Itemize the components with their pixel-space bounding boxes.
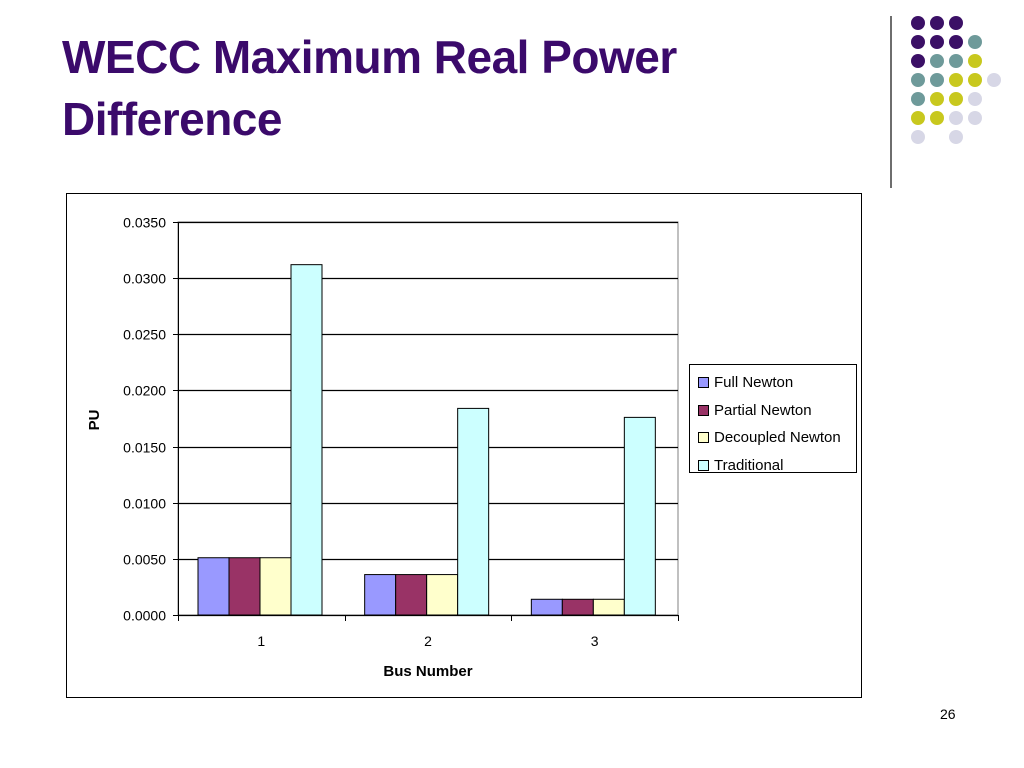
legend-label: Decoupled Newton (714, 429, 841, 447)
decorative-dot (911, 73, 925, 87)
decorative-dot (930, 73, 944, 87)
decorative-dot (987, 73, 1001, 87)
legend-swatch (698, 404, 709, 416)
y-tick-label: 0.0250 (123, 327, 166, 343)
y-tick-label: 0.0150 (123, 440, 166, 456)
bar (457, 407, 490, 616)
bar (290, 264, 323, 616)
y-tick-label: 0.0000 (123, 608, 166, 624)
decorative-dot (968, 92, 982, 106)
bar (623, 416, 656, 616)
decorative-divider (890, 16, 892, 188)
decorative-dot (949, 111, 963, 125)
legend-swatch (698, 432, 709, 444)
slide-title: WECC Maximum Real Power Difference (62, 26, 862, 150)
x-tick-label: 2 (424, 633, 432, 649)
legend-item: Decoupled Newton (690, 424, 856, 452)
y-axis-label: PU (86, 410, 103, 431)
bar (561, 598, 594, 616)
x-tick-label: 1 (257, 633, 265, 649)
decorative-dot (930, 35, 944, 49)
decorative-dot (949, 35, 963, 49)
slide-title-line-2: Difference (62, 93, 282, 145)
bar (364, 574, 397, 616)
decorative-dot (949, 73, 963, 87)
decorative-dot (911, 92, 925, 106)
decorative-dot (968, 35, 982, 49)
legend-item: Traditional (690, 452, 856, 480)
x-tick-label: 3 (591, 633, 599, 649)
decorative-dot (968, 73, 982, 87)
legend-label: Full Newton (714, 374, 794, 392)
decorative-dot (911, 35, 925, 49)
decorative-dot (949, 92, 963, 106)
bar (395, 574, 428, 616)
bar (592, 598, 625, 616)
chart-legend: Full Newton Partial Newton Decoupled Newto… (689, 364, 857, 474)
y-tick-label: 0.0350 (123, 215, 166, 231)
y-tick-label: 0.0300 (123, 271, 166, 287)
slide-title-line-1: WECC Maximum Real Power (62, 31, 677, 83)
x-axis-label: Bus Number (383, 663, 472, 680)
legend-label: Partial Newton (714, 401, 812, 419)
legend-item: Partial Newton (690, 397, 856, 425)
legend-item: Full Newton (690, 369, 856, 397)
decorative-dot (949, 16, 963, 30)
decorative-dot (930, 54, 944, 68)
legend-swatch (698, 377, 709, 389)
decorative-dot (949, 54, 963, 68)
y-tick-label: 0.0100 (123, 496, 166, 512)
decorative-dot (930, 111, 944, 125)
bar (426, 574, 459, 616)
y-tick-label: 0.0050 (123, 552, 166, 568)
page-number: 26 (940, 706, 956, 722)
y-tick-label: 0.0200 (123, 383, 166, 399)
decorative-dot (911, 130, 925, 144)
bar (228, 557, 261, 616)
decorative-dot (968, 111, 982, 125)
decorative-dot (930, 16, 944, 30)
legend-label: Traditional (714, 456, 784, 474)
bar (197, 557, 230, 616)
decorative-dot (930, 92, 944, 106)
legend-swatch (698, 459, 709, 471)
decorative-dot (911, 16, 925, 30)
bar (530, 598, 563, 616)
plot-area (177, 221, 679, 616)
decorative-dot-grid (911, 16, 1001, 144)
decorative-dot (911, 54, 925, 68)
decorative-dot (911, 111, 925, 125)
bar (259, 557, 292, 616)
decorative-dot (949, 130, 963, 144)
decorative-dot (968, 54, 982, 68)
